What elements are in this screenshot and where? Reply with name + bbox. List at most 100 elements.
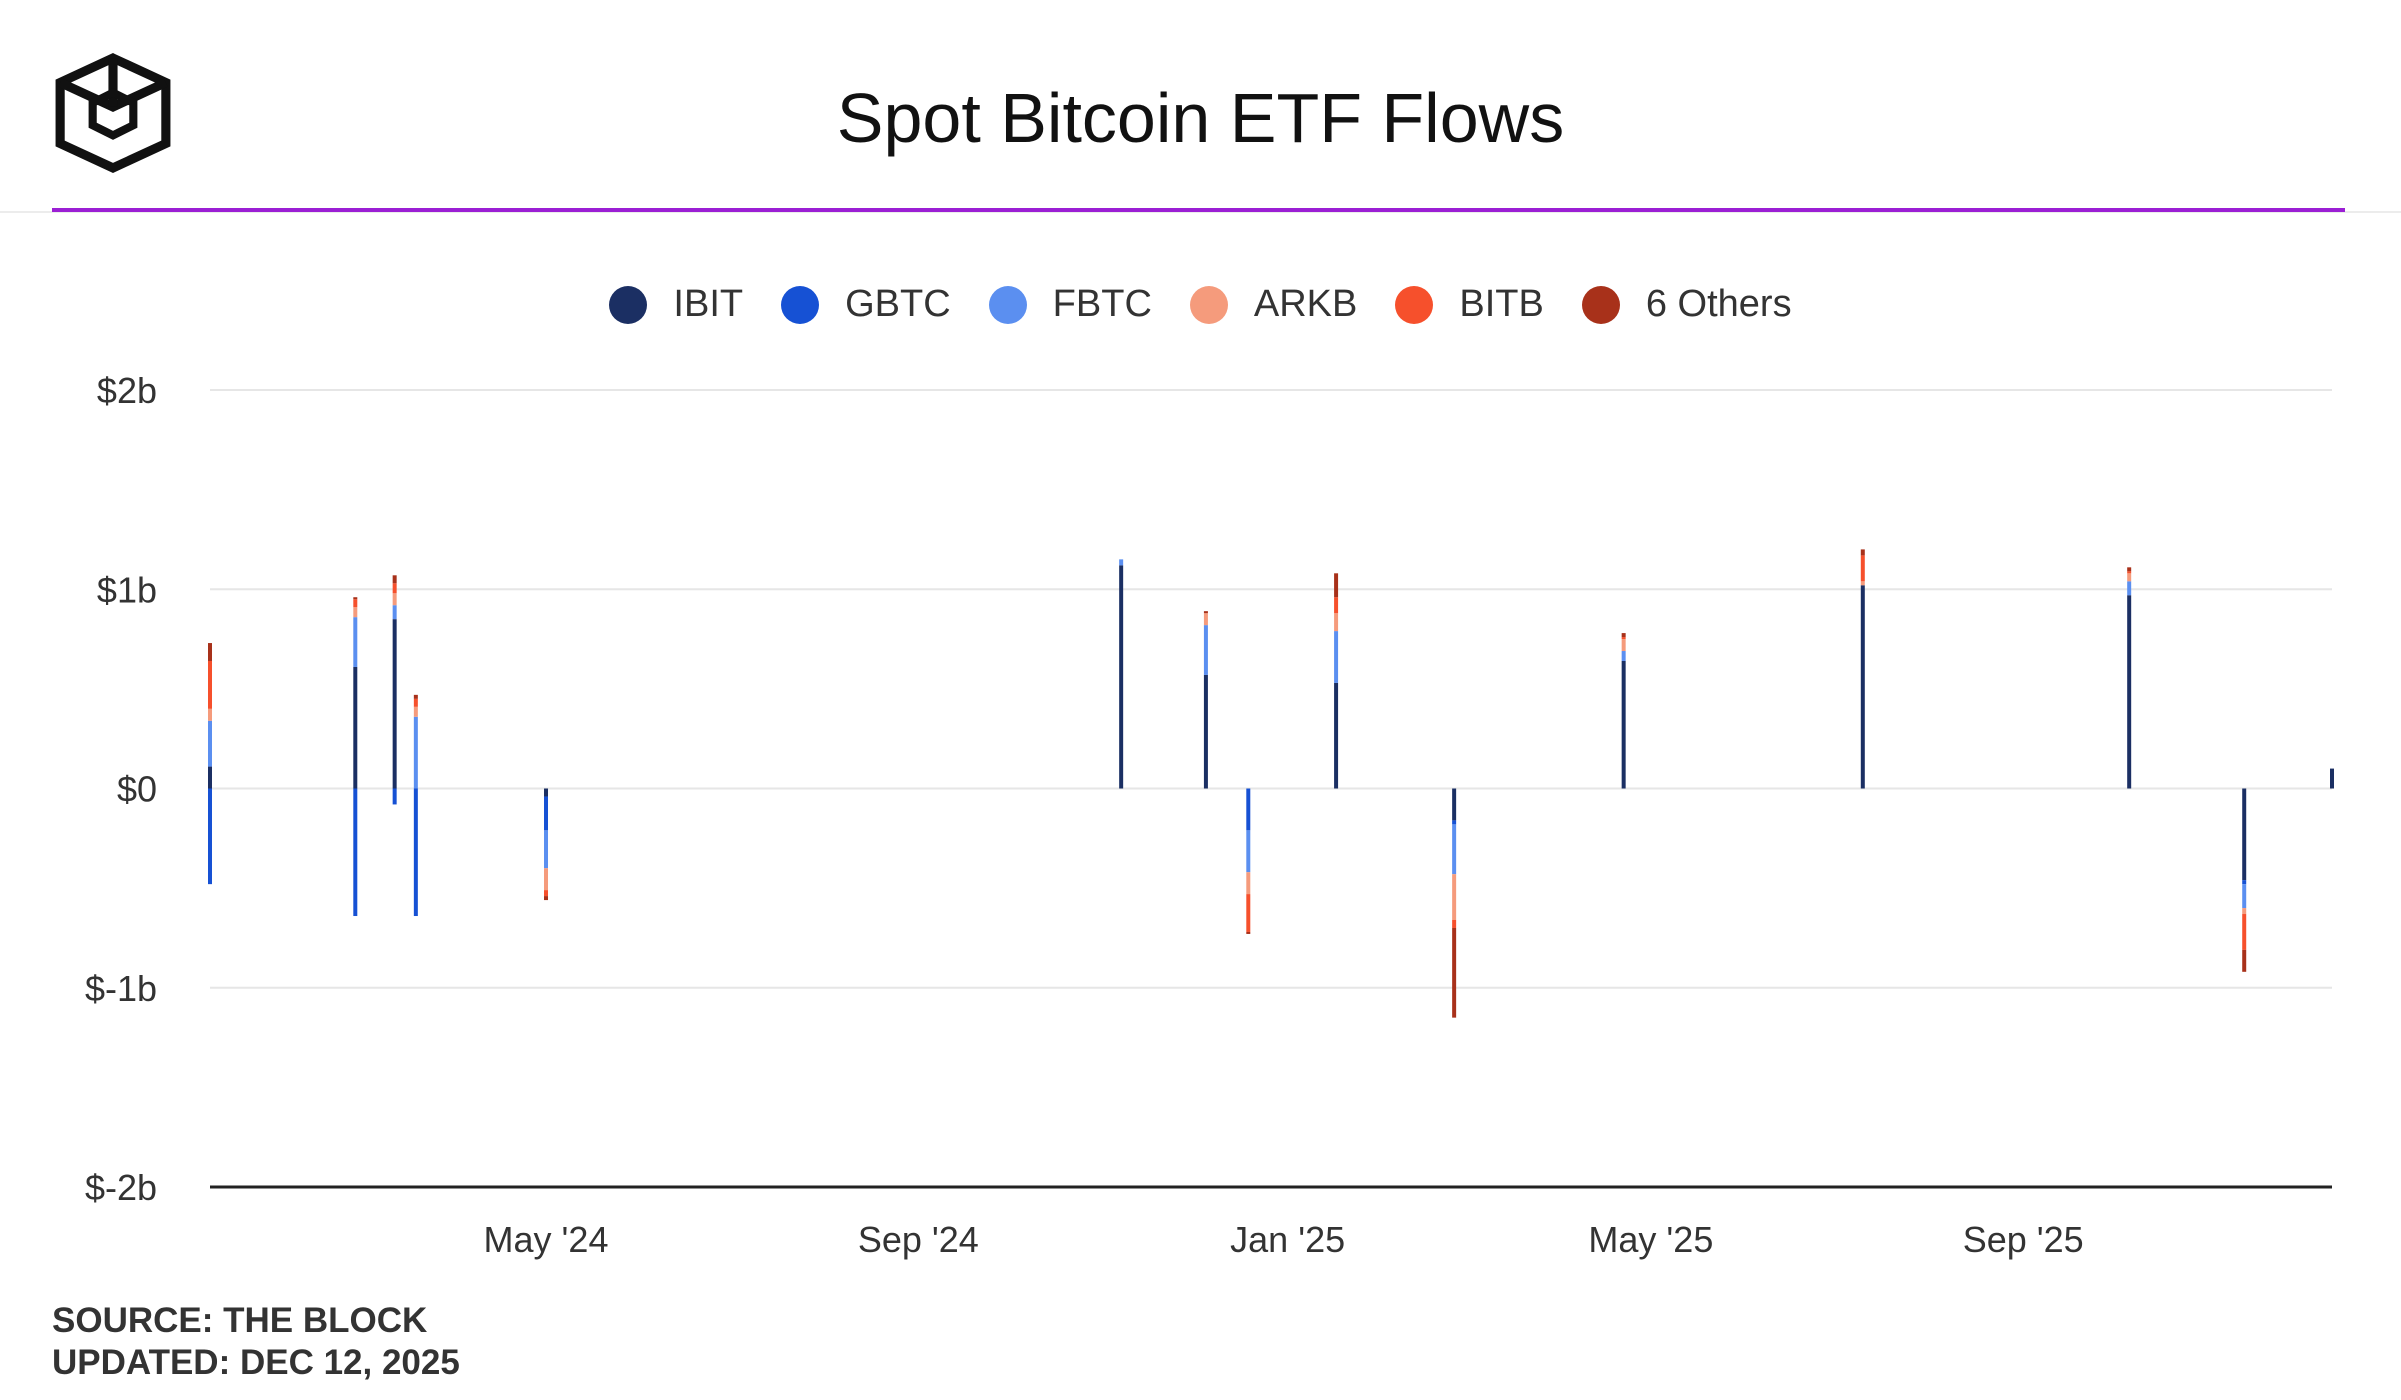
bar-segment-ibit bbox=[1119, 565, 1124, 789]
updated-line: UPDATED: DEC 12, 2025 bbox=[52, 1343, 460, 1382]
bar-segment-arkb bbox=[208, 708, 212, 721]
bar-segment-bitb bbox=[353, 599, 358, 608]
bar-segment-6-others bbox=[392, 575, 397, 584]
bar-segment-ibit bbox=[353, 666, 358, 789]
bar-segment-arkb bbox=[2127, 573, 2132, 582]
bar-segment-bitb bbox=[1860, 555, 1865, 582]
bar-segment-ibit bbox=[1621, 660, 1626, 789]
bar-segment-6-others bbox=[208, 643, 212, 661]
bar-segment-fbtc bbox=[1203, 625, 1208, 675]
legend-swatch bbox=[781, 285, 820, 324]
chart-legend: IBIT GBTC FBTC ARKB BITB 6 Others bbox=[0, 283, 2401, 326]
legend-label: ARKB bbox=[1253, 283, 1358, 325]
x-tick-label: Sep '25 bbox=[1963, 1219, 2084, 1260]
bar-segment-gbtc bbox=[353, 788, 358, 917]
legend-item-ibit[interactable]: IBIT bbox=[609, 283, 743, 326]
bar-segment-fbtc bbox=[1452, 824, 1457, 875]
bar-segment-gbtc bbox=[1452, 820, 1457, 825]
bar-segment-gbtc bbox=[392, 788, 397, 805]
legend-label: 6 Others bbox=[1645, 283, 1792, 325]
bar-segment-bitb bbox=[544, 890, 549, 897]
chart-title: Spot Bitcoin ETF Flows bbox=[836, 79, 1565, 157]
y-axis-labels: $2b $1b $0 $-1b $-2b bbox=[85, 370, 157, 1208]
bar-segment-bitb bbox=[2127, 571, 2132, 574]
legend-item-bitb[interactable]: BITB bbox=[1395, 283, 1544, 326]
legend-swatch bbox=[609, 285, 648, 324]
bar-segment-gbtc bbox=[544, 796, 549, 831]
bar-segment-6-others bbox=[1334, 573, 1339, 598]
bar-segment-arkb bbox=[392, 593, 397, 606]
bar-segment-bitb bbox=[1452, 920, 1457, 928]
bar-segment-arkb bbox=[1246, 872, 1251, 895]
bar-segment-fbtc bbox=[353, 617, 358, 667]
y-tick-label: $1b bbox=[97, 569, 157, 610]
bar-segment-fbtc bbox=[1246, 830, 1251, 873]
bar-segment-gbtc bbox=[1246, 788, 1251, 831]
bar-segment-fbtc bbox=[1119, 559, 1124, 566]
header-accent-rule bbox=[52, 208, 2345, 212]
bar-segment-arkb bbox=[1621, 639, 1626, 652]
bar-segment-gbtc bbox=[2242, 880, 2247, 885]
legend-item-6-others[interactable]: 6 Others bbox=[1581, 283, 1792, 326]
y-tick-label: $2b bbox=[97, 370, 157, 411]
y-tick-label: $0 bbox=[117, 769, 157, 810]
legend-swatch bbox=[1395, 285, 1434, 324]
x-axis-labels: May '24 Sep '24 Jan '25 May '25 Sep '25 bbox=[484, 1219, 2084, 1260]
bar-segment-ibit bbox=[1452, 788, 1457, 821]
bar-segment-arkb bbox=[413, 706, 418, 717]
legend-item-gbtc[interactable]: GBTC bbox=[781, 283, 951, 326]
bar-segment-6-others bbox=[1246, 931, 1251, 934]
bar-segment-gbtc bbox=[208, 788, 212, 885]
bar-segment-6-others bbox=[544, 896, 549, 901]
bar-segment-arkb bbox=[2242, 908, 2247, 915]
bar-segment-bitb bbox=[208, 660, 212, 709]
bar-segment-bitb bbox=[413, 698, 418, 707]
bar-segment-ibit bbox=[2330, 768, 2334, 789]
x-tick-label: May '24 bbox=[484, 1219, 609, 1260]
bar-segment-6-others bbox=[413, 694, 418, 699]
bar-segment-bitb bbox=[2242, 914, 2247, 950]
bar-segment-fbtc bbox=[413, 716, 418, 789]
bars bbox=[208, 549, 2334, 1018]
legend-swatch bbox=[1189, 285, 1228, 324]
y-tick-label: $-1b bbox=[85, 968, 157, 1009]
bar-segment-arkb bbox=[1334, 613, 1339, 632]
bar-segment-6-others bbox=[2242, 949, 2247, 972]
bar-segment-ibit bbox=[1860, 585, 1865, 789]
bar-segment-6-others bbox=[2127, 567, 2132, 572]
bar-segment-6-others bbox=[1203, 611, 1208, 614]
legend-label: FBTC bbox=[1052, 283, 1152, 325]
bar-segment-6-others bbox=[1860, 549, 1865, 556]
source-note: SOURCE: THE BLOCK UPDATED: DEC 12, 2025 bbox=[52, 1300, 460, 1384]
gridlines bbox=[210, 389, 2332, 1189]
bar-segment-arkb bbox=[1452, 874, 1457, 921]
legend-swatch bbox=[988, 285, 1027, 324]
bar-segment-ibit bbox=[1203, 674, 1208, 789]
legend-item-arkb[interactable]: ARKB bbox=[1189, 283, 1358, 326]
bar-segment-arkb bbox=[1860, 581, 1865, 586]
bar-segment-arkb bbox=[353, 607, 358, 618]
bar-segment-6-others bbox=[1452, 927, 1457, 1018]
legend-item-fbtc[interactable]: FBTC bbox=[988, 283, 1152, 326]
bar-segment-fbtc bbox=[2242, 884, 2247, 909]
y-tick-label: $-2b bbox=[85, 1167, 157, 1208]
bar-segment-ibit bbox=[2242, 788, 2247, 881]
bar-segment-bitb bbox=[1334, 597, 1339, 614]
bar-segment-arkb bbox=[1203, 613, 1208, 626]
bar-segment-fbtc bbox=[1334, 631, 1339, 683]
legend-label: BITB bbox=[1459, 283, 1544, 325]
bar-segment-fbtc bbox=[2127, 581, 2132, 596]
bar-segment-ibit bbox=[544, 788, 549, 797]
legend-label: GBTC bbox=[845, 283, 951, 325]
bar-segment-fbtc bbox=[392, 605, 397, 620]
source-line: SOURCE: THE BLOCK bbox=[52, 1301, 428, 1340]
bar-segment-6-others bbox=[1621, 633, 1626, 638]
bar-segment-6-others bbox=[353, 597, 358, 600]
bar-segment-fbtc bbox=[1621, 651, 1626, 661]
x-tick-label: Jan '25 bbox=[1230, 1219, 1345, 1260]
header-divider bbox=[0, 211, 2401, 213]
the-block-logo-icon bbox=[55, 53, 171, 173]
bar-segment-fbtc bbox=[544, 830, 549, 869]
bar-segment-fbtc bbox=[208, 720, 212, 767]
